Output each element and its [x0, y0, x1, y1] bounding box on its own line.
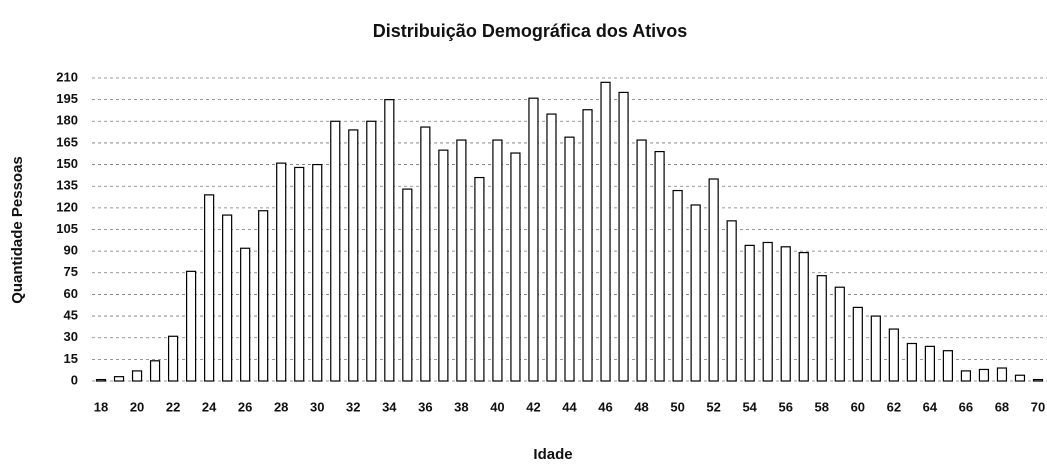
x-tick-label: 24 — [202, 399, 217, 414]
y-tick-label: 60 — [64, 286, 78, 301]
y-axis-label: Quantidade Pessoas — [9, 156, 26, 304]
x-tick-label: 60 — [851, 399, 865, 414]
bar — [924, 345, 935, 382]
bar — [474, 176, 485, 382]
bar — [708, 178, 719, 382]
x-tick-label: 58 — [815, 399, 829, 414]
bar — [167, 335, 179, 382]
bar — [420, 126, 431, 382]
x-tick-label: 66 — [959, 399, 973, 414]
bar — [492, 139, 503, 382]
bar — [294, 166, 305, 382]
x-tick-label: 20 — [130, 399, 144, 414]
x-tick-label: 30 — [310, 399, 324, 414]
y-tick-label: 210 — [56, 69, 78, 84]
bar — [528, 97, 539, 382]
bar — [690, 204, 701, 382]
x-tick-label: 32 — [346, 399, 360, 414]
x-tick-label: 38 — [454, 399, 468, 414]
x-tick-label: 44 — [562, 399, 577, 414]
bar — [276, 162, 287, 382]
bar — [654, 150, 665, 382]
bar — [780, 246, 791, 382]
y-tick-label: 150 — [56, 156, 78, 171]
x-tick-label: 42 — [526, 399, 540, 414]
x-tick-label: 52 — [706, 399, 720, 414]
bar — [942, 350, 954, 382]
bar — [402, 188, 413, 382]
y-tick-label: 165 — [56, 134, 78, 149]
bar — [672, 189, 683, 382]
bar — [438, 149, 449, 382]
y-tick-label: 15 — [64, 351, 78, 366]
bar — [816, 275, 827, 382]
y-tick-label: 105 — [56, 221, 78, 236]
bar — [564, 136, 575, 382]
bar — [852, 306, 863, 382]
x-tick-label: 68 — [995, 399, 1009, 414]
bar — [348, 129, 359, 382]
bar — [996, 367, 1008, 382]
bar — [888, 328, 899, 382]
bar — [204, 194, 215, 382]
x-tick-label: 18 — [94, 399, 108, 414]
y-tick-label: 75 — [64, 264, 78, 279]
y-tick-label: 135 — [56, 178, 78, 193]
x-tick-label: 62 — [887, 399, 901, 414]
bar — [113, 376, 125, 382]
bar — [906, 342, 917, 382]
bar — [312, 163, 323, 382]
x-tick-label: 64 — [923, 399, 938, 414]
y-tick-label: 30 — [64, 329, 78, 344]
bar — [366, 120, 377, 382]
bar — [1032, 378, 1044, 382]
x-axis-label: Idade — [533, 446, 572, 463]
bar — [870, 315, 881, 382]
y-tick-label: 195 — [56, 91, 78, 106]
bar — [185, 270, 197, 382]
bar — [384, 99, 395, 382]
bar — [222, 214, 233, 382]
bar — [762, 241, 773, 382]
bar — [726, 220, 737, 382]
x-tick-label: 22 — [166, 399, 180, 414]
x-tick-label: 46 — [598, 399, 612, 414]
x-tick-label: 54 — [742, 399, 757, 414]
bar — [240, 247, 251, 382]
y-tick-label: 90 — [64, 243, 78, 258]
x-tick-label: 40 — [490, 399, 504, 414]
x-tick-label: 48 — [634, 399, 648, 414]
bar — [149, 360, 161, 382]
x-tick-label: 36 — [418, 399, 432, 414]
bar — [636, 139, 647, 382]
bar — [618, 91, 629, 382]
bar — [131, 370, 143, 382]
y-tick-label: 120 — [56, 199, 78, 214]
bar — [798, 251, 809, 382]
bar — [582, 109, 593, 382]
bar — [330, 120, 341, 382]
bar — [834, 286, 845, 382]
x-tick-label: 28 — [274, 399, 288, 414]
bar — [95, 378, 107, 382]
y-tick-label: 45 — [64, 308, 78, 323]
x-tick-label: 50 — [670, 399, 684, 414]
x-tick-label: 56 — [778, 399, 792, 414]
y-tick-label: 0 — [71, 372, 78, 387]
x-tick-label: 26 — [238, 399, 252, 414]
chart-title: Distribuição Demográfica dos Ativos — [373, 21, 687, 41]
bar — [960, 370, 972, 382]
bar — [978, 368, 990, 382]
bar — [744, 244, 755, 382]
bar — [456, 139, 467, 382]
bar — [510, 152, 521, 382]
x-tick-label: 34 — [382, 399, 397, 414]
x-tick-label: 70 — [1031, 399, 1045, 414]
bar — [546, 113, 557, 382]
bar — [1014, 374, 1026, 382]
bar — [600, 81, 611, 382]
y-tick-label: 180 — [56, 113, 78, 128]
bar — [258, 210, 269, 382]
